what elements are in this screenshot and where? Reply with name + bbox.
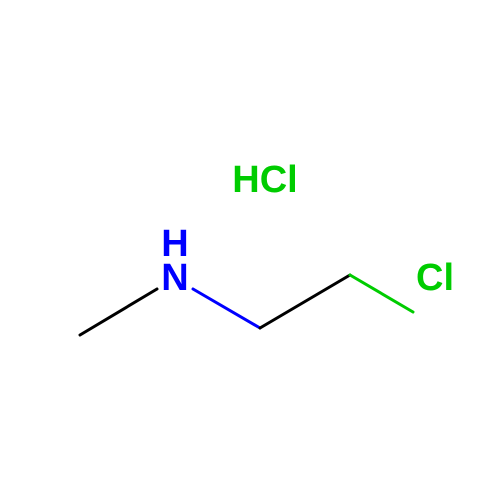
atom-n-h: H <box>161 223 188 265</box>
bond-c1-c2 <box>260 275 350 328</box>
bond-c2-cl <box>350 275 413 312</box>
bond-ch3-n <box>80 289 157 335</box>
atom-cl: Cl <box>416 257 454 299</box>
molecule-diagram: HCl N H Cl <box>0 0 500 500</box>
bond-n-c1 <box>193 289 260 328</box>
hcl-label: HCl <box>232 159 297 201</box>
